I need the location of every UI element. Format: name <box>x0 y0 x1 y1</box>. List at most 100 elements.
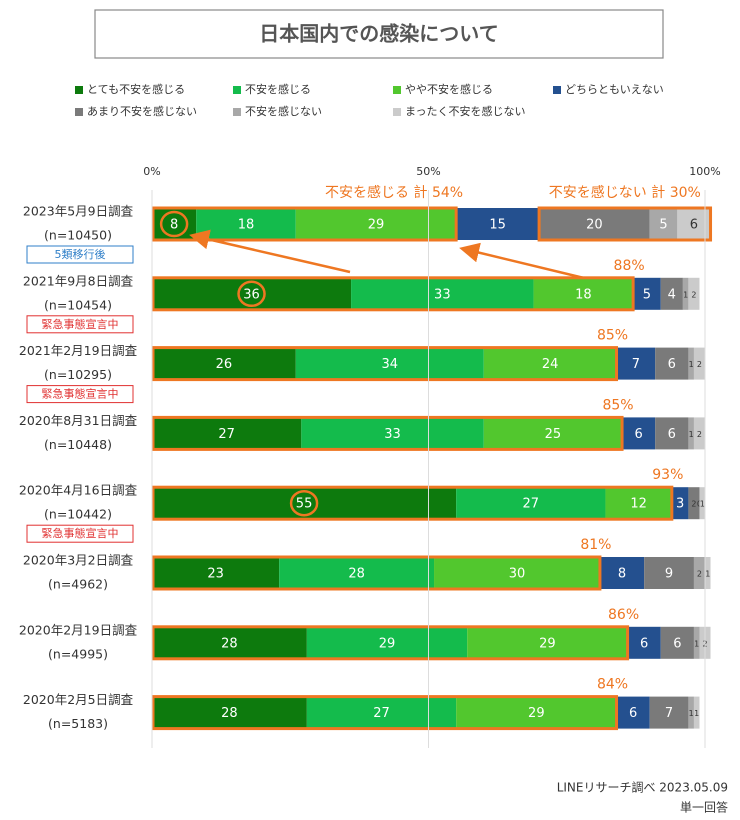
value-label: 27 <box>523 497 540 512</box>
bar-segment <box>539 208 650 240</box>
legend-swatch <box>75 108 83 116</box>
annotation: 不安を感じない 計 30% <box>549 184 701 201</box>
legend-swatch <box>393 86 401 94</box>
bar-segment <box>671 487 689 520</box>
value-label: 55 <box>296 497 313 512</box>
legend-label: とても不安を感じる <box>87 82 185 96</box>
total-label: 88% <box>614 258 645 274</box>
row-label: 2020年2月5日調査 <box>23 692 134 707</box>
bar-segment <box>693 626 700 659</box>
value-label: 7 <box>632 357 640 372</box>
row-sample: (n=4962) <box>48 577 108 592</box>
legend-swatch <box>393 108 401 116</box>
value-label: 27 <box>373 706 390 721</box>
value-label: 28 <box>348 567 365 582</box>
row-label: 2020年4月16日調査 <box>19 483 138 498</box>
bar-segment <box>627 626 661 659</box>
legend-label: 不安を感じない <box>245 104 322 118</box>
arrow <box>459 242 585 280</box>
value-label: 36 <box>243 287 260 302</box>
total-label: 93% <box>652 467 683 483</box>
x-tick-label: 50% <box>416 165 440 178</box>
bar-segment <box>483 347 617 380</box>
source: LINEリサーチ調べ 2023.05.09 <box>557 781 728 795</box>
value-label: 23 <box>207 567 224 582</box>
value-label: 28 <box>221 636 238 651</box>
bar-segment <box>456 696 617 729</box>
value-label: 33 <box>384 427 401 442</box>
bar-segment <box>152 487 457 520</box>
value-label: 34 <box>382 357 399 372</box>
note: 単一回答 <box>680 800 728 815</box>
bar-segment <box>152 696 307 729</box>
tag-label: 緊急事態宣言中 <box>42 526 119 540</box>
value-label: 7 <box>665 706 673 721</box>
highlight-box <box>151 276 635 312</box>
value-label: 29 <box>368 218 385 233</box>
bar-segment <box>660 277 683 310</box>
tag-box <box>26 385 134 404</box>
value-label: 8 <box>618 567 626 582</box>
highlight-box <box>151 346 619 382</box>
value-label: 29 <box>379 636 396 651</box>
highlight-box <box>537 206 713 242</box>
row-sample: (n=10454) <box>44 297 112 312</box>
chart-title: 日本国内での感染について <box>259 22 498 46</box>
row-sample: (n=10448) <box>44 437 112 452</box>
value-label: 2 <box>697 430 702 439</box>
legend-swatch <box>553 86 561 94</box>
row-sample: (n=10450) <box>44 228 112 243</box>
value-label: 18 <box>575 287 592 302</box>
bar-segment <box>616 347 656 380</box>
highlight-box <box>151 206 458 242</box>
bar-segment <box>467 626 628 659</box>
value-label: 30 <box>509 567 526 582</box>
value-label: 27 <box>218 427 235 442</box>
legend-swatch <box>75 86 83 94</box>
value-label: 9 <box>665 567 673 582</box>
tag-box <box>26 524 134 543</box>
bar-segment <box>688 417 694 450</box>
value-label: 1 <box>683 290 688 299</box>
title-box <box>94 9 664 59</box>
bar-segment <box>152 417 302 450</box>
value-label: 20 <box>586 218 603 233</box>
bar-segment <box>306 626 468 659</box>
bar-segment <box>533 277 634 310</box>
highlight-box <box>151 415 624 451</box>
value-label: 2 <box>691 500 696 509</box>
bar-segment <box>693 417 705 450</box>
tag-box <box>26 245 134 264</box>
value-label: 6 <box>673 636 681 651</box>
bar-segment <box>456 208 540 240</box>
bar-segment <box>295 208 457 240</box>
value-label: 29 <box>539 636 556 651</box>
legend-label: あまり不安を感じない <box>87 104 197 118</box>
bar-segment <box>295 347 484 380</box>
value-label: 6 <box>690 218 698 233</box>
bar-segment <box>682 277 689 310</box>
bar-segment <box>306 696 457 729</box>
total-label: 86% <box>608 607 639 623</box>
legend-label: 不安を感じる <box>245 82 311 96</box>
value-label: 29 <box>528 706 545 721</box>
row-sample: (n=5183) <box>48 716 108 731</box>
bar-segment <box>616 696 650 729</box>
bar-segment <box>699 487 705 520</box>
highlight-circle <box>159 210 189 238</box>
value-label: 6 <box>629 706 637 721</box>
highlight-box <box>151 625 630 661</box>
bar-segment <box>649 696 689 729</box>
legend-swatch <box>233 108 241 116</box>
row-label: 2020年8月31日調査 <box>19 413 138 428</box>
value-label: 1 <box>694 639 699 648</box>
row-label: 2023年5月9日調査 <box>23 204 134 219</box>
bar-segment <box>660 626 694 659</box>
bar-segment <box>456 487 606 520</box>
legend-label: どちらともいえない <box>565 83 664 96</box>
value-label: 33 <box>434 287 451 302</box>
tag-label: 5類移行後 <box>55 247 106 261</box>
row-sample: (n=4995) <box>48 646 108 661</box>
row-sample: (n=10295) <box>44 367 112 382</box>
